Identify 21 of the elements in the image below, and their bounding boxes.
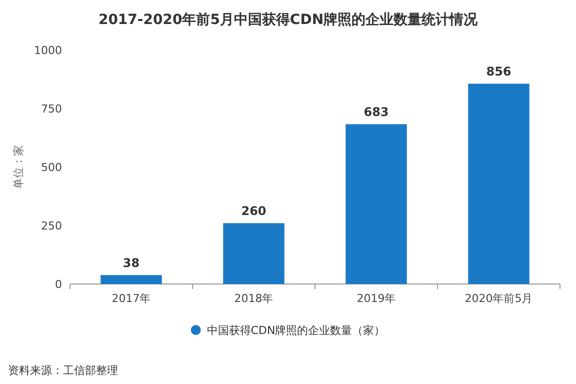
legend-label: 中国获得CDN牌照的企业数量（家） [206, 324, 386, 337]
bar [100, 275, 162, 284]
x-tick-label: 2020年前5月 [464, 292, 533, 305]
x-tick-label: 2018年 [234, 292, 274, 305]
y-tick-label: 0 [55, 278, 62, 291]
y-tick-label: 1000 [34, 44, 62, 57]
data-label: 683 [364, 105, 389, 120]
y-tick-label: 500 [41, 161, 62, 174]
x-tick-label: 2017年 [112, 292, 151, 305]
y-axis-title: 单位：家 [12, 145, 25, 189]
chart-title: 2017-2020年前5月中国获得CDN牌照的企业数量统计情况 [98, 11, 479, 28]
data-label: 856 [486, 64, 512, 79]
y-tick-label: 250 [41, 220, 62, 232]
y-tick-label: 750 [41, 102, 62, 116]
bar [223, 223, 284, 284]
bar [346, 124, 407, 284]
data-label: 38 [122, 256, 140, 270]
data-label: 260 [241, 204, 266, 218]
x-tick-label: 2019年 [356, 292, 396, 305]
text: 资料来源：工信部整理 [8, 364, 118, 377]
bar [468, 84, 530, 284]
